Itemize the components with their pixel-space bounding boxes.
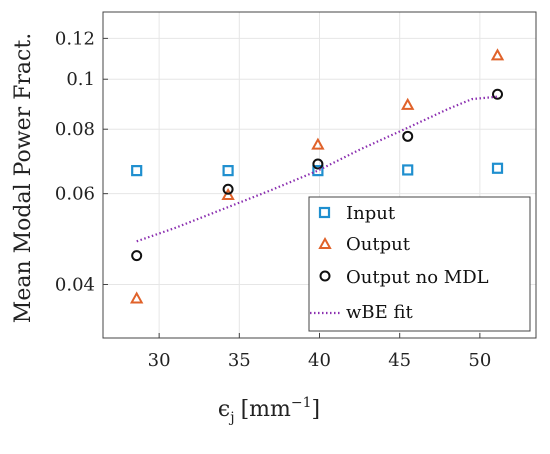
- input-point: [131, 165, 143, 177]
- output-no-mdl-point: [312, 158, 324, 170]
- legend-output-label: Output: [346, 234, 411, 255]
- y-axis-label-text: Mean Modal Power Fract.: [11, 33, 36, 323]
- output-point: [311, 137, 325, 150]
- legend-box: [308, 196, 531, 332]
- x-tick-label: 45: [388, 350, 411, 371]
- legend-output-no-mdl-label: Output no MDL: [346, 267, 489, 288]
- output-no-mdl-point: [131, 250, 143, 262]
- wbe-fit-line: [136, 95, 498, 243]
- x-axis-label-unit-exponent: −1: [291, 395, 312, 411]
- y-tick-label: 0.06: [55, 184, 95, 205]
- x-tick-label: 40: [308, 350, 331, 371]
- output-no-mdl-point: [402, 130, 414, 142]
- output-point: [129, 291, 144, 304]
- legend-output-no-mdl-marker: [319, 270, 331, 282]
- y-tick-label: 0.1: [66, 69, 95, 90]
- x-tick-label: 50: [468, 350, 491, 371]
- y-tick-label: 0.04: [55, 274, 95, 295]
- legend-output-marker: [318, 236, 332, 249]
- x-tick-label: 30: [148, 350, 171, 371]
- legend-input-marker: [318, 206, 331, 219]
- legend: Input Output Output no MDL wBE fit: [308, 196, 531, 332]
- output-point: [490, 48, 505, 61]
- x-axis-label-unit-open: [mm: [241, 397, 291, 422]
- legend-input-label: Input: [346, 203, 396, 224]
- x-axis-label-symbol: ϵ: [218, 397, 230, 422]
- output-point: [221, 187, 235, 201]
- axis-ticks: 30 35 40 45 50 0.04 0.06 0.08 0.1 0.12: [55, 28, 491, 371]
- x-axis-label-unit-close: ]: [312, 397, 321, 422]
- x-axis-label-subscript: j: [228, 410, 234, 426]
- y-axis-label: Mean Modal Power Fract.: [11, 33, 36, 323]
- input-point: [222, 165, 234, 177]
- x-tick-label: 35: [228, 350, 251, 371]
- output-no-mdl-point: [492, 88, 504, 100]
- series-layer: [129, 48, 505, 304]
- legend-wbe-fit-label: wBE fit: [346, 302, 414, 323]
- y-tick-label: 0.12: [55, 28, 95, 49]
- x-axis-label-text: ϵj [mm−1]: [218, 395, 320, 426]
- input-point: [491, 162, 504, 174]
- output-point: [401, 97, 415, 110]
- output-no-mdl-point: [222, 183, 234, 195]
- y-tick-label: 0.08: [55, 119, 95, 140]
- x-axis-label: ϵj [mm−1]: [218, 395, 320, 426]
- input-point: [402, 164, 414, 176]
- input-point: [312, 165, 324, 177]
